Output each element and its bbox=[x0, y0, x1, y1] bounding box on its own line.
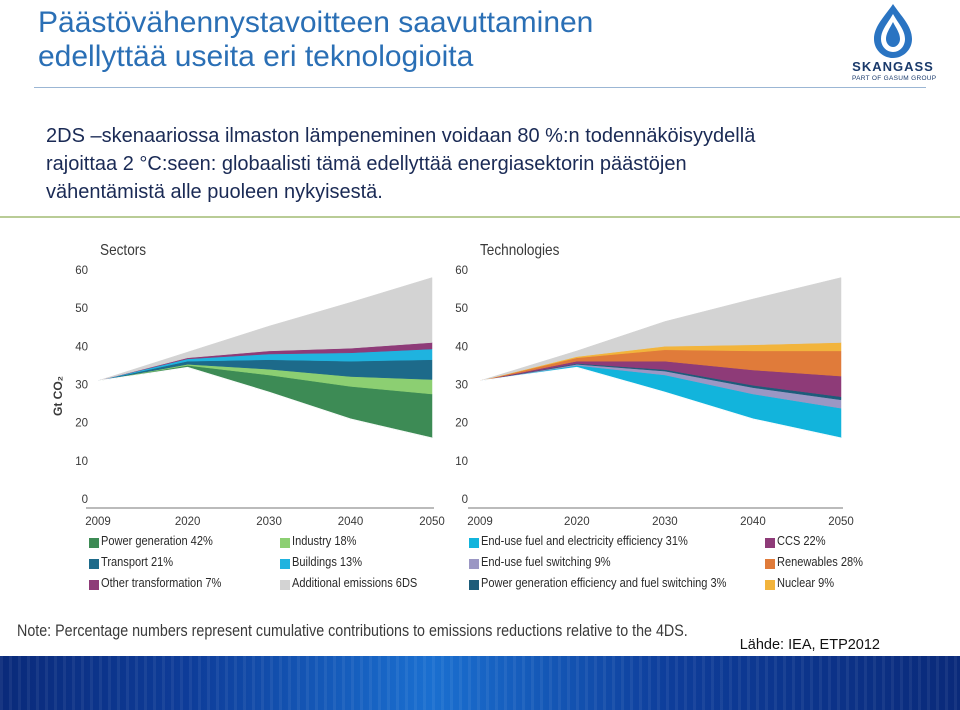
legend-label-buildings: Buildings 13% bbox=[292, 554, 363, 569]
chart-title-technologies: Technologies bbox=[480, 242, 560, 259]
legend-label-other-transformation: Other transformation 7% bbox=[101, 575, 222, 590]
legend-label-renewables: Renewables 28% bbox=[777, 554, 864, 569]
x-tick-label-1-1: 2020 bbox=[564, 516, 590, 528]
slide-title: Päästövähennystavoitteen saavuttaminen e… bbox=[38, 6, 838, 74]
skangass-logo: SKANGASS PART OF GASUM GROUP bbox=[852, 2, 937, 88]
legend-swatch-ccs bbox=[765, 538, 775, 548]
x-tick-label-1-4: 2050 bbox=[828, 516, 854, 528]
baseline-line-0 bbox=[97, 366, 433, 439]
legend-swatch-transport bbox=[89, 559, 99, 569]
legend-swatch-power-generation bbox=[89, 538, 99, 548]
legend-swatch-additional-emissions bbox=[280, 580, 290, 590]
x-tick-label-0-4: 2050 bbox=[419, 516, 445, 528]
legend-swatch-buildings bbox=[280, 559, 290, 569]
legend-label-power-gen-efficiency: Power generation efficiency and fuel swi… bbox=[481, 575, 727, 590]
y-tick-label-1-6: 60 bbox=[455, 265, 468, 277]
y-tick-label-0-4: 40 bbox=[75, 341, 88, 353]
body-line-2: rajoittaa 2 °C:seen: globaalisti tämä ed… bbox=[46, 153, 687, 175]
y-tick-label-1-5: 50 bbox=[455, 303, 468, 315]
slide-title-line1: Päästövähennystavoitteen saavuttaminen bbox=[38, 6, 594, 39]
y-tick-label-1-0: 0 bbox=[462, 494, 468, 506]
footer-decoration bbox=[0, 656, 960, 710]
y-tick-label-1-2: 20 bbox=[455, 418, 468, 430]
source-label: Lähde: IEA, ETP2012 bbox=[739, 637, 880, 653]
x-tick-label-0-1: 2020 bbox=[175, 516, 201, 528]
legend-label-end-use-efficiency: End-use fuel and electricity efficiency … bbox=[481, 533, 688, 548]
y-tick-label-1-4: 40 bbox=[455, 341, 468, 353]
baseline-line-1 bbox=[479, 366, 842, 439]
x-tick-label-1-0: 2009 bbox=[467, 516, 493, 528]
legend-swatch-other-transformation bbox=[89, 580, 99, 590]
y-tick-label-0-3: 30 bbox=[75, 380, 88, 392]
body-line-1: 2DS –skenaariossa ilmaston lämpeneminen … bbox=[46, 125, 756, 147]
legend-label-fuel-switching: End-use fuel switching 9% bbox=[481, 554, 611, 569]
legend-label-additional-emissions: Additional emissions 6DS bbox=[292, 575, 418, 590]
body-line-3: vähentämistä alle puoleen nykyisestä. bbox=[46, 181, 383, 203]
legend-label-power-generation: Power generation 42% bbox=[101, 533, 213, 548]
title-divider bbox=[34, 87, 926, 88]
area-series-1-6 bbox=[479, 277, 842, 381]
area-series-0-5 bbox=[97, 277, 433, 381]
flame-drop-icon bbox=[874, 4, 912, 58]
chart-title-sectors: Sectors bbox=[100, 242, 147, 259]
legend-swatch-industry bbox=[280, 538, 290, 548]
legend-swatch-power-gen-efficiency bbox=[469, 580, 479, 590]
x-tick-label-0-0: 2009 bbox=[85, 516, 111, 528]
y-tick-label-1-3: 30 bbox=[455, 380, 468, 392]
logo-name: SKANGASS bbox=[852, 59, 934, 74]
y-tick-label-0-0: 0 bbox=[82, 494, 88, 506]
footer-band bbox=[0, 656, 960, 710]
legend-swatch-end-use-efficiency bbox=[469, 538, 479, 548]
legend-label-ccs: CCS 22% bbox=[777, 533, 826, 548]
y-tick-label-0-5: 50 bbox=[75, 303, 88, 315]
y-tick-label-0-6: 60 bbox=[75, 265, 88, 277]
y-tick-label-1-1: 10 bbox=[455, 456, 468, 468]
chart-panel: 0 10 20 30 40 50 60 2009 2020 2030 2040 2050 Gt CO₂ 0… bbox=[0, 216, 960, 658]
x-tick-label-1-2: 2030 bbox=[652, 516, 678, 528]
y-tick-label-0-2: 20 bbox=[75, 418, 88, 430]
legend-swatch-nuclear bbox=[765, 580, 775, 590]
x-tick-label-0-2: 2030 bbox=[256, 516, 282, 528]
legend-label-industry: Industry 18% bbox=[292, 533, 357, 548]
legend-swatch-renewables bbox=[765, 559, 775, 569]
logo-subtitle: PART OF GASUM GROUP bbox=[852, 75, 937, 82]
slide-title-line2: edellyttää useita eri teknologioita bbox=[38, 40, 474, 73]
body-text: 2DS –skenaariossa ilmaston lämpeneminen … bbox=[46, 122, 926, 206]
legend-label-nuclear: Nuclear 9% bbox=[777, 575, 835, 590]
chart-note: Note: Percentage numbers represent cumul… bbox=[17, 621, 688, 640]
x-tick-label-0-3: 2040 bbox=[338, 516, 364, 528]
legend-label-transport: Transport 21% bbox=[101, 554, 174, 569]
x-tick-label-1-3: 2040 bbox=[740, 516, 766, 528]
legend-swatch-fuel-switching bbox=[469, 559, 479, 569]
y-tick-label-0-1: 10 bbox=[75, 456, 88, 468]
y-axis-label: Gt CO₂ bbox=[51, 376, 65, 416]
